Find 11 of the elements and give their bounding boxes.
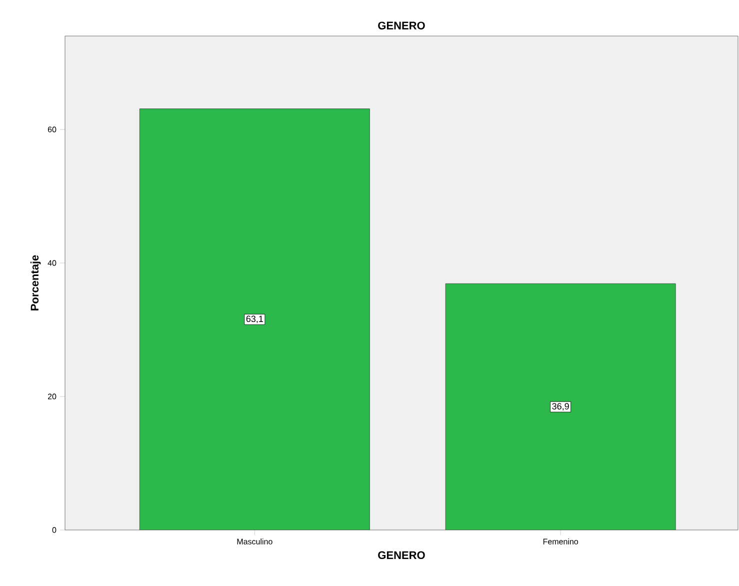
- y-tick-label: 40: [48, 260, 56, 266]
- y-tick-label: 20: [48, 394, 56, 400]
- data-label: 63,1: [246, 316, 263, 324]
- y-tick-label: 0: [52, 527, 56, 533]
- x-axis-title: GENERO: [378, 551, 425, 560]
- y-axis-title: Porcentaje: [30, 255, 41, 310]
- x-tick-label: Masculino: [237, 538, 272, 544]
- y-tick-label: 60: [48, 126, 56, 132]
- chart-title: GENERO: [378, 22, 425, 30]
- x-tick-label: Femenino: [543, 538, 578, 544]
- data-label: 36,9: [552, 403, 569, 411]
